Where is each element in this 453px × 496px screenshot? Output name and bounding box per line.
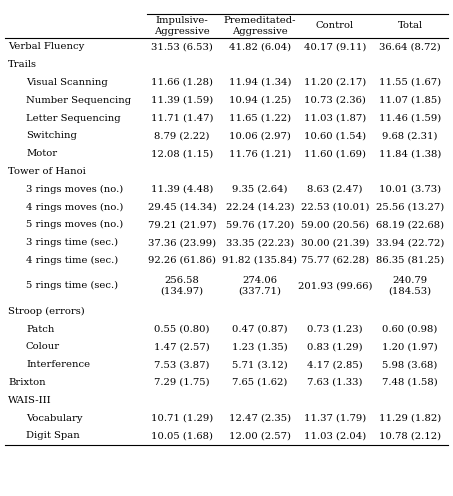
- Text: 7.29 (1.75): 7.29 (1.75): [154, 378, 210, 387]
- Text: 9.68 (2.31): 9.68 (2.31): [382, 131, 438, 140]
- Text: 7.53 (3.87): 7.53 (3.87): [154, 360, 210, 369]
- Text: 11.84 (1.38): 11.84 (1.38): [379, 149, 441, 158]
- Text: 10.01 (3.73): 10.01 (3.73): [379, 185, 441, 194]
- Text: 274.06
(337.71): 274.06 (337.71): [238, 276, 281, 296]
- Text: 11.94 (1.34): 11.94 (1.34): [229, 78, 291, 87]
- Text: 33.35 (22.23): 33.35 (22.23): [226, 238, 294, 247]
- Text: 10.06 (2.97): 10.06 (2.97): [229, 131, 291, 140]
- Text: Switching: Switching: [26, 131, 77, 140]
- Text: Total: Total: [397, 21, 423, 30]
- Text: 7.48 (1.58): 7.48 (1.58): [382, 378, 438, 387]
- Text: 10.78 (2.12): 10.78 (2.12): [379, 432, 441, 440]
- Text: 36.64 (8.72): 36.64 (8.72): [379, 42, 441, 52]
- Text: 37.36 (23.99): 37.36 (23.99): [148, 238, 216, 247]
- Text: 10.05 (1.68): 10.05 (1.68): [151, 432, 213, 440]
- Text: Premeditated-
Aggressive: Premeditated- Aggressive: [224, 16, 296, 36]
- Text: Colour: Colour: [26, 342, 60, 351]
- Text: 7.65 (1.62): 7.65 (1.62): [232, 378, 288, 387]
- Text: 29.45 (14.34): 29.45 (14.34): [148, 202, 217, 212]
- Text: 9.35 (2.64): 9.35 (2.64): [232, 185, 288, 194]
- Text: 5 rings moves (no.): 5 rings moves (no.): [26, 220, 123, 230]
- Text: WAIS-III: WAIS-III: [8, 396, 52, 405]
- Text: 11.60 (1.69): 11.60 (1.69): [304, 149, 366, 158]
- Text: 3 rings moves (no.): 3 rings moves (no.): [26, 185, 123, 194]
- Text: 25.56 (13.27): 25.56 (13.27): [376, 202, 444, 212]
- Text: 22.53 (10.01): 22.53 (10.01): [301, 202, 369, 212]
- Text: 11.29 (1.82): 11.29 (1.82): [379, 414, 441, 423]
- Text: Trails: Trails: [8, 60, 37, 69]
- Text: 10.94 (1.25): 10.94 (1.25): [229, 96, 291, 105]
- Text: Stroop (errors): Stroop (errors): [8, 307, 85, 316]
- Text: 11.76 (1.21): 11.76 (1.21): [229, 149, 291, 158]
- Text: 10.71 (1.29): 10.71 (1.29): [151, 414, 213, 423]
- Text: 59.76 (17.20): 59.76 (17.20): [226, 220, 294, 229]
- Text: 86.35 (81.25): 86.35 (81.25): [376, 256, 444, 265]
- Text: Patch: Patch: [26, 324, 54, 334]
- Text: 22.24 (14.23): 22.24 (14.23): [226, 202, 294, 212]
- Text: Digit Span: Digit Span: [26, 432, 80, 440]
- Text: 11.37 (1.79): 11.37 (1.79): [304, 414, 366, 423]
- Text: 1.23 (1.35): 1.23 (1.35): [232, 342, 288, 351]
- Text: 68.19 (22.68): 68.19 (22.68): [376, 220, 444, 229]
- Text: 5.98 (3.68): 5.98 (3.68): [382, 360, 438, 369]
- Text: 30.00 (21.39): 30.00 (21.39): [301, 238, 369, 247]
- Text: 12.47 (2.35): 12.47 (2.35): [229, 414, 291, 423]
- Text: 11.39 (4.48): 11.39 (4.48): [151, 185, 213, 194]
- Text: 4 rings time (sec.): 4 rings time (sec.): [26, 256, 118, 265]
- Text: 91.82 (135.84): 91.82 (135.84): [222, 256, 298, 265]
- Text: 8.79 (2.22): 8.79 (2.22): [154, 131, 210, 140]
- Text: Vocabulary: Vocabulary: [26, 414, 82, 423]
- Text: 11.66 (1.28): 11.66 (1.28): [151, 78, 213, 87]
- Text: Verbal Fluency: Verbal Fluency: [8, 42, 84, 52]
- Text: 256.58
(134.97): 256.58 (134.97): [160, 276, 203, 296]
- Text: Interference: Interference: [26, 360, 90, 369]
- Text: 3 rings time (sec.): 3 rings time (sec.): [26, 238, 118, 248]
- Text: 1.47 (2.57): 1.47 (2.57): [154, 342, 210, 351]
- Text: 79.21 (21.97): 79.21 (21.97): [148, 220, 216, 229]
- Text: 11.03 (1.87): 11.03 (1.87): [304, 114, 366, 123]
- Text: 11.39 (1.59): 11.39 (1.59): [151, 96, 213, 105]
- Text: 240.79
(184.53): 240.79 (184.53): [388, 276, 432, 296]
- Text: 92.26 (61.86): 92.26 (61.86): [148, 256, 216, 265]
- Text: 33.94 (22.72): 33.94 (22.72): [376, 238, 444, 247]
- Text: 5.71 (3.12): 5.71 (3.12): [232, 360, 288, 369]
- Text: 11.55 (1.67): 11.55 (1.67): [379, 78, 441, 87]
- Text: 41.82 (6.04): 41.82 (6.04): [229, 42, 291, 52]
- Text: Motor: Motor: [26, 149, 57, 158]
- Text: 11.46 (1.59): 11.46 (1.59): [379, 114, 441, 123]
- Text: 4 rings moves (no.): 4 rings moves (no.): [26, 202, 123, 212]
- Text: Number Sequencing: Number Sequencing: [26, 96, 131, 105]
- Text: 10.73 (2.36): 10.73 (2.36): [304, 96, 366, 105]
- Text: 201.93 (99.66): 201.93 (99.66): [298, 281, 372, 290]
- Text: 0.55 (0.80): 0.55 (0.80): [154, 324, 210, 334]
- Text: 1.20 (1.97): 1.20 (1.97): [382, 342, 438, 351]
- Text: Letter Sequencing: Letter Sequencing: [26, 114, 120, 123]
- Text: 7.63 (1.33): 7.63 (1.33): [307, 378, 363, 387]
- Text: Control: Control: [316, 21, 354, 30]
- Text: 0.83 (1.29): 0.83 (1.29): [307, 342, 363, 351]
- Text: 5 rings time (sec.): 5 rings time (sec.): [26, 281, 118, 291]
- Text: 12.08 (1.15): 12.08 (1.15): [151, 149, 213, 158]
- Text: Impulsive-
Aggressive: Impulsive- Aggressive: [154, 16, 210, 36]
- Text: 11.71 (1.47): 11.71 (1.47): [151, 114, 213, 123]
- Text: 8.63 (2.47): 8.63 (2.47): [307, 185, 363, 194]
- Text: Visual Scanning: Visual Scanning: [26, 78, 108, 87]
- Text: 0.60 (0.98): 0.60 (0.98): [382, 324, 438, 334]
- Text: 75.77 (62.28): 75.77 (62.28): [301, 256, 369, 265]
- Text: 10.60 (1.54): 10.60 (1.54): [304, 131, 366, 140]
- Text: 4.17 (2.85): 4.17 (2.85): [307, 360, 363, 369]
- Text: 31.53 (6.53): 31.53 (6.53): [151, 42, 213, 52]
- Text: 40.17 (9.11): 40.17 (9.11): [304, 42, 366, 52]
- Text: Tower of Hanoi: Tower of Hanoi: [8, 167, 86, 176]
- Text: Brixton: Brixton: [8, 378, 46, 387]
- Text: 0.73 (1.23): 0.73 (1.23): [307, 324, 363, 334]
- Text: 12.00 (2.57): 12.00 (2.57): [229, 432, 291, 440]
- Text: 11.07 (1.85): 11.07 (1.85): [379, 96, 441, 105]
- Text: 11.20 (2.17): 11.20 (2.17): [304, 78, 366, 87]
- Text: 0.47 (0.87): 0.47 (0.87): [232, 324, 288, 334]
- Text: 11.03 (2.04): 11.03 (2.04): [304, 432, 366, 440]
- Text: 59.00 (20.56): 59.00 (20.56): [301, 220, 369, 229]
- Text: 11.65 (1.22): 11.65 (1.22): [229, 114, 291, 123]
